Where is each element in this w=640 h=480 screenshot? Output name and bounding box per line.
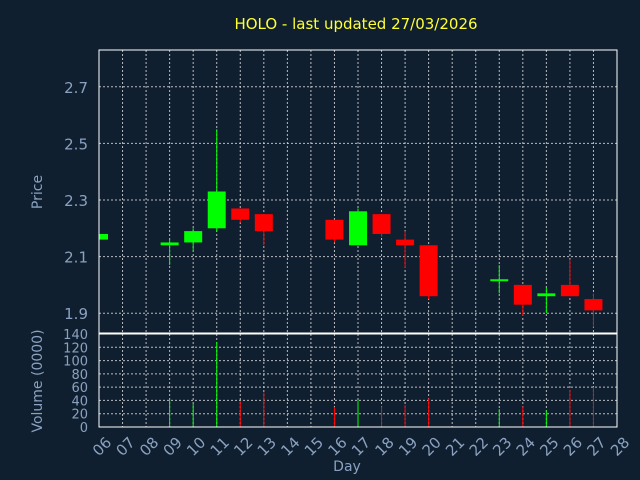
price-tick-label: 2.3 <box>64 192 88 210</box>
x-tick-label: 25 <box>536 433 562 459</box>
x-tick-label: 15 <box>301 433 327 459</box>
x-tick-label: 23 <box>489 433 515 459</box>
x-tick-label: 08 <box>136 433 162 459</box>
x-tick-label: 26 <box>560 433 586 459</box>
volume-tick-label: 80 <box>71 368 88 383</box>
candle-body <box>254 214 273 232</box>
candle-body <box>207 191 226 229</box>
candle-body <box>349 211 367 246</box>
price-tick-label: 2.5 <box>64 135 88 153</box>
x-tick-label: 20 <box>419 433 445 459</box>
x-tick-label: 11 <box>207 433 233 459</box>
volume-panel-frame <box>98 333 618 428</box>
volume-tick-label: 120 <box>63 341 88 356</box>
volume-bars <box>169 341 594 427</box>
candle-body <box>419 245 438 297</box>
volume-tick-label: 20 <box>71 408 88 423</box>
x-ticks: 0607080910111213141516171819202122232425… <box>89 433 633 459</box>
x-tick-label: 28 <box>607 433 633 459</box>
price-tick-label: 2.7 <box>64 79 88 97</box>
candle-body <box>584 299 603 311</box>
candle-body <box>513 284 532 305</box>
candle-body <box>372 214 391 234</box>
candle-body <box>396 239 415 246</box>
price-ticks: 1.9 2.1 2.3 2.5 2.7 <box>64 79 88 323</box>
candle-body <box>99 233 108 240</box>
x-tick-label: 19 <box>395 433 421 459</box>
candle-body <box>231 208 250 220</box>
volume-tick-label: 140 <box>63 328 88 343</box>
x-tick-label: 18 <box>372 433 398 459</box>
x-tick-label: 21 <box>442 433 468 459</box>
x-tick-label: 16 <box>324 433 350 459</box>
volume-tick-label: 40 <box>71 394 88 409</box>
candle-body <box>184 231 203 243</box>
chart-title: HOLO - last updated 27/03/2026 <box>234 15 477 33</box>
volume-tick-label: 100 <box>63 355 88 370</box>
x-tick-label: 14 <box>277 433 303 459</box>
x-tick-label: 27 <box>583 433 609 459</box>
volume-tick-label: 0 <box>80 421 88 436</box>
volume-axis-label: Volume (0000) <box>30 329 46 432</box>
x-tick-label: 12 <box>230 433 256 459</box>
x-tick-label: 06 <box>89 433 115 459</box>
price-tick-label: 1.9 <box>64 305 88 323</box>
candle-body <box>537 293 556 297</box>
x-tick-label: 13 <box>254 433 280 459</box>
price-grid <box>98 50 618 333</box>
x-tick-label: 10 <box>183 433 209 459</box>
x-tick-label: 07 <box>113 433 139 459</box>
candle-body <box>160 242 179 246</box>
candle-body <box>560 284 579 297</box>
x-tick-label: 22 <box>466 433 492 459</box>
price-tick-label: 2.1 <box>64 249 88 267</box>
x-tick-label: 17 <box>348 433 374 459</box>
volume-tick-label: 60 <box>71 381 88 396</box>
x-axis-label: Day <box>333 459 361 475</box>
candle-body <box>490 279 509 282</box>
candles <box>98 129 603 328</box>
price-axis-label: Price <box>30 175 46 209</box>
price-panel-frame <box>98 49 618 334</box>
candle-body <box>325 219 344 240</box>
x-tick-label: 24 <box>513 433 539 459</box>
x-tick-label: 09 <box>160 433 186 459</box>
